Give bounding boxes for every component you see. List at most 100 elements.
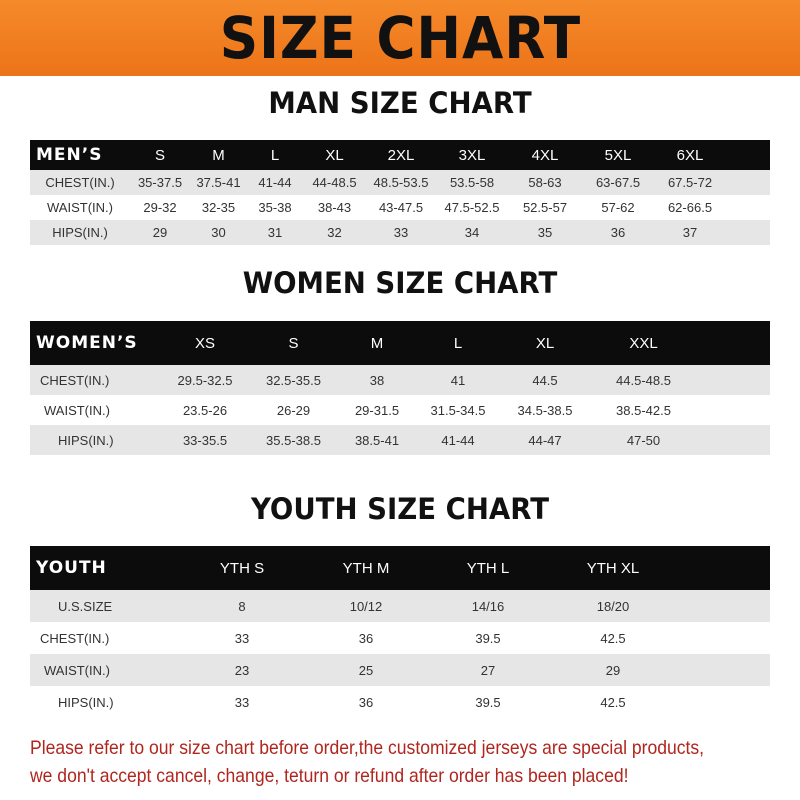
row-label: WAIST(IN.) bbox=[44, 662, 110, 678]
size-header: XL bbox=[325, 146, 344, 164]
men-title: MAN SIZE CHART bbox=[268, 86, 532, 120]
cell-value: 37 bbox=[682, 225, 698, 240]
table-header-row: WOMEN’S XS S M L XL XXL bbox=[30, 321, 770, 365]
cell-value: 33-35.5 bbox=[182, 432, 228, 448]
cell-value: 33 bbox=[234, 694, 250, 710]
cell-value: 48.5-53.5 bbox=[373, 175, 429, 190]
cell-value: 36 bbox=[358, 630, 374, 646]
table-row: WAIST(IN.) 23.5-26 26-29 29-31.5 31.5-34.5 34… bbox=[30, 395, 770, 425]
size-header: XS bbox=[194, 334, 215, 352]
cell-value: 38.5-41 bbox=[354, 432, 400, 448]
cell-value: 44.5-48.5 bbox=[616, 372, 671, 388]
cell-value: 42.5 bbox=[600, 630, 626, 646]
cell-value: 32.5-35.5 bbox=[266, 372, 321, 388]
cell-value: 42.5 bbox=[600, 694, 626, 710]
size-header: YTH M bbox=[342, 559, 390, 577]
cell-value: 39.5 bbox=[475, 694, 501, 710]
cell-value: 29 bbox=[152, 225, 168, 240]
row-label: U.S.SIZE bbox=[58, 598, 113, 614]
cell-value: 47.5-52.5 bbox=[444, 200, 500, 215]
cell-value: 29-32 bbox=[143, 200, 177, 215]
cell-value: 10/12 bbox=[349, 598, 383, 614]
table-header-row: YOUTH YTH S YTH M YTH L YTH XL bbox=[30, 546, 770, 590]
cell-value: 53.5-58 bbox=[449, 175, 495, 190]
cell-value: 52.5-57 bbox=[522, 200, 568, 215]
size-header: 6XL bbox=[676, 146, 704, 164]
cell-value: 38.5-42.5 bbox=[616, 402, 671, 418]
cell-value: 41-44 bbox=[258, 175, 292, 190]
cell-value: 32 bbox=[327, 225, 342, 240]
cell-value: 38-43 bbox=[317, 200, 352, 215]
table-header-label: YOUTH bbox=[36, 558, 107, 578]
cell-value: 35-38 bbox=[258, 200, 292, 215]
cell-value: 34.5-38.5 bbox=[517, 402, 573, 418]
size-header: S bbox=[154, 146, 165, 164]
cell-value: 39.5 bbox=[475, 630, 501, 646]
cell-value: 63-67.5 bbox=[595, 175, 641, 190]
table-header-label: MEN’S bbox=[36, 145, 103, 165]
row-label: HIPS(IN.) bbox=[58, 432, 114, 448]
row-label: WAIST(IN.) bbox=[47, 200, 113, 215]
cell-value: 47-50 bbox=[626, 432, 661, 448]
size-header: XXL bbox=[629, 334, 658, 352]
size-header: L bbox=[453, 334, 463, 352]
row-label: WAIST(IN.) bbox=[44, 402, 110, 418]
cell-value: 29-31.5 bbox=[354, 402, 400, 418]
youth-size-table: YOUTH YTH S YTH M YTH L YTH XL U.S.SIZE 8 10/12… bbox=[30, 546, 770, 718]
cell-value: 18/20 bbox=[596, 598, 630, 614]
cell-value: 41-44 bbox=[441, 432, 475, 448]
row-label: HIPS(IN.) bbox=[52, 225, 108, 240]
youth-title: YOUTH SIZE CHART bbox=[250, 492, 550, 526]
table-header-row: MEN’S S M L XL 2XL 3XL 4XL 5XL 6XL bbox=[30, 140, 770, 170]
cell-value: 33 bbox=[234, 630, 250, 646]
women-title: WOMEN SIZE CHART bbox=[242, 266, 558, 300]
banner-title: SIZE CHART bbox=[219, 4, 581, 72]
cell-value: 44-47 bbox=[528, 432, 562, 448]
cell-value: 41 bbox=[450, 372, 466, 388]
size-header: S bbox=[288, 334, 299, 352]
table-row: WAIST(IN.) 23 25 27 29 bbox=[30, 654, 770, 686]
cell-value: 43-47.5 bbox=[378, 200, 424, 215]
row-label: CHEST(IN.) bbox=[40, 372, 110, 388]
cell-value: 36 bbox=[358, 694, 374, 710]
cell-value: 26-29 bbox=[276, 402, 311, 418]
table-row: WAIST(IN.) 29-32 32-35 35-38 38-43 43-47.5 47.… bbox=[30, 195, 770, 220]
row-label: CHEST(IN.) bbox=[45, 175, 115, 190]
cell-value: 62-66.5 bbox=[667, 200, 713, 215]
cell-value: 31.5-34.5 bbox=[430, 402, 486, 418]
table-row: HIPS(IN.) 33-35.5 35.5-38.5 38.5-41 41-44 44-… bbox=[30, 425, 770, 455]
disclaimer: Please refer to our size chart before or… bbox=[30, 734, 714, 790]
table-row: CHEST(IN.) 29.5-32.5 32.5-35.5 38 41 44.5 44.5… bbox=[30, 365, 770, 395]
size-header: XL bbox=[535, 334, 555, 352]
cell-value: 30 bbox=[211, 225, 226, 240]
size-header: YTH XL bbox=[586, 559, 640, 577]
cell-value: 23 bbox=[234, 662, 250, 678]
table-row: U.S.SIZE 8 10/12 14/16 18/20 bbox=[30, 590, 770, 622]
cell-value: 34 bbox=[464, 225, 480, 240]
cell-value: 29 bbox=[605, 662, 621, 678]
cell-value: 38 bbox=[369, 372, 385, 388]
size-header: 2XL bbox=[387, 146, 415, 164]
women-size-table: WOMEN’S XS S M L XL XXL CHEST(IN.) 29.5-32.5 32.5… bbox=[30, 321, 770, 455]
cell-value: 31 bbox=[267, 225, 283, 240]
disclaimer-line-1: Please refer to our size chart before or… bbox=[30, 737, 705, 759]
table-header-label: WOMEN’S bbox=[36, 333, 138, 353]
cell-value: 35 bbox=[537, 225, 553, 240]
size-header: 4XL bbox=[531, 146, 559, 164]
cell-value: 23.5-26 bbox=[182, 402, 228, 418]
cell-value: 14/16 bbox=[471, 598, 505, 614]
size-header: M bbox=[212, 146, 225, 164]
cell-value: 36 bbox=[610, 225, 626, 240]
cell-value: 33 bbox=[393, 225, 409, 240]
disclaimer-line-2: we don't accept cancel, change, teturn o… bbox=[30, 765, 629, 787]
cell-value: 58-63 bbox=[528, 175, 562, 190]
cell-value: 44.5 bbox=[532, 372, 558, 388]
cell-value: 27 bbox=[480, 662, 496, 678]
size-header: M bbox=[370, 334, 384, 352]
table-row: HIPS(IN.) 33 36 39.5 42.5 bbox=[30, 686, 770, 718]
row-label: HIPS(IN.) bbox=[58, 694, 114, 710]
table-row: CHEST(IN.) 35-37.5 37.5-41 41-44 44-48.5 48.5… bbox=[30, 170, 770, 195]
cell-value: 57-62 bbox=[601, 200, 635, 215]
cell-value: 32-35 bbox=[201, 200, 236, 215]
cell-value: 35.5-38.5 bbox=[266, 432, 321, 448]
